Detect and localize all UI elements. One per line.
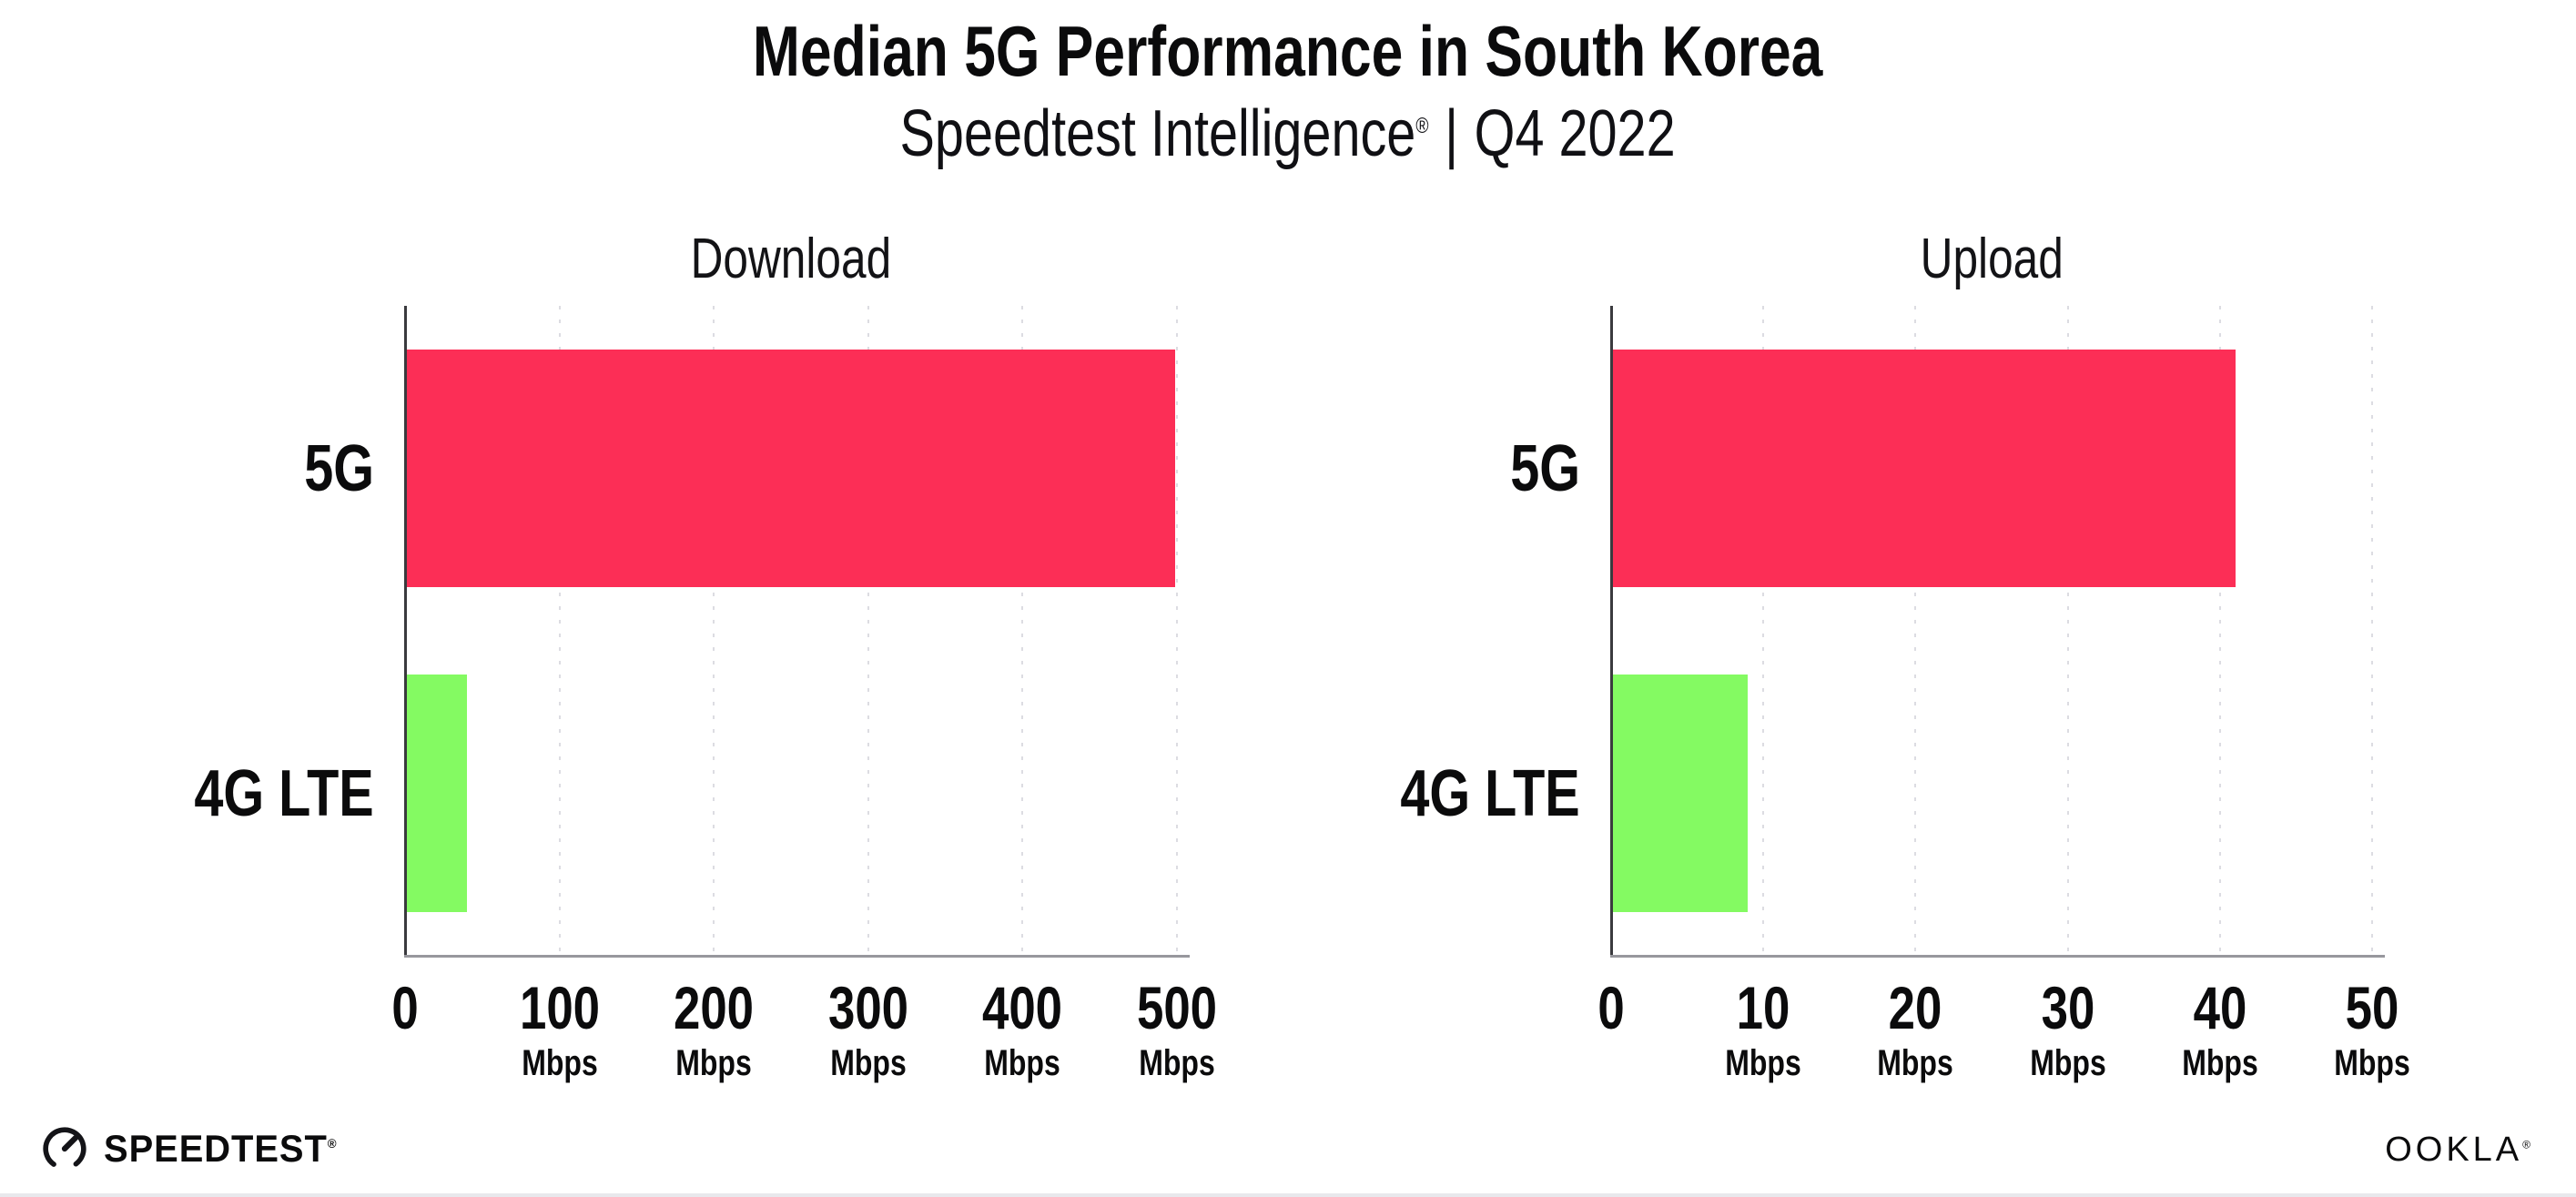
- x-tick-unit: Mbps: [2182, 1043, 2258, 1083]
- x-tick-0: 0: [389, 978, 422, 1038]
- gridline-300: [867, 306, 869, 956]
- category-label-4g-lte: 4G LTE: [194, 756, 374, 830]
- category-label-5g: 5G: [304, 431, 374, 505]
- x-tick-10: 10 Mbps: [1716, 978, 1810, 1083]
- x-tick-value: 300: [827, 974, 908, 1041]
- x-tick-value: 20: [1889, 974, 1942, 1041]
- gridline-10: [1762, 306, 1765, 956]
- x-tick-value: 400: [982, 974, 1063, 1041]
- ookla-trademark-icon: ®: [2522, 1138, 2534, 1151]
- page-subtitle: Speedtest Intelligence® | Q4 2022: [0, 96, 2576, 170]
- subtitle-brand: Speedtest Intelligence: [899, 96, 1416, 170]
- subtitle-separator: |: [1445, 96, 1459, 170]
- x-tick-unit: Mbps: [1877, 1043, 1954, 1083]
- bar-5g: [405, 349, 1176, 588]
- speedtest-wordmark: SPEEDTEST®: [104, 1127, 338, 1171]
- page-subtitle-text: Speedtest Intelligence® | Q4 2022: [899, 96, 1677, 170]
- ookla-logo: OOKLA®: [2385, 1131, 2534, 1170]
- bottom-divider: [0, 1193, 2576, 1197]
- download-x-axis-ticks: 0 100 Mbps 200 Mbps 300 Mbps 400 Mbps 500 Mbps: [391, 956, 1217, 1111]
- x-tick-value: 50: [2345, 974, 2399, 1041]
- bar-row-5g: [1611, 306, 2372, 631]
- gridline-20: [1914, 306, 1917, 956]
- x-tick-0: 0: [1595, 978, 1628, 1038]
- category-label-5g: 5G: [1510, 431, 1580, 505]
- x-tick-300: 300 Mbps: [818, 978, 918, 1083]
- upload-chart: Upload 5G 4G LTE 0 10 Mbps 20 Mbps 30 Mbps 40 Mbp…: [1400, 226, 2410, 1111]
- download-plot-area: [404, 306, 1190, 958]
- speedtest-label: SPEEDTEST: [104, 1127, 328, 1170]
- page-title-text: Median 5G Performance in South Korea: [753, 11, 1823, 91]
- page-header: Median 5G Performance in South Korea Spe…: [0, 11, 2576, 170]
- bar-row-4g-lte: [405, 631, 1177, 956]
- x-tick-value: 0: [391, 974, 419, 1041]
- bar-4g-lte: [1611, 674, 1749, 913]
- download-chart-title: Download: [690, 228, 892, 290]
- x-tick-unit: Mbps: [830, 1043, 907, 1083]
- gridline-30: [2066, 306, 2069, 956]
- x-tick-unit: Mbps: [2029, 1043, 2106, 1083]
- x-tick-20: 20 Mbps: [1868, 978, 1962, 1083]
- x-tick-unit: Mbps: [1725, 1043, 1801, 1083]
- x-tick-value: 200: [674, 974, 755, 1041]
- x-tick-unit: Mbps: [984, 1043, 1061, 1083]
- gridline-40: [2218, 306, 2221, 956]
- bar-5g: [1611, 349, 2236, 588]
- x-tick-value: 10: [1736, 974, 1790, 1041]
- gridline-200: [713, 306, 715, 956]
- bar-4g-lte: [405, 674, 467, 913]
- x-tick-value: 0: [1597, 974, 1625, 1041]
- gridline-50: [2371, 306, 2373, 956]
- x-tick-value: 40: [2193, 974, 2247, 1041]
- download-category-labels: 5G 4G LTE: [194, 306, 405, 956]
- x-tick-value: 30: [2041, 974, 2094, 1041]
- category-label-4g-lte: 4G LTE: [1400, 756, 1580, 830]
- x-tick-unit: Mbps: [675, 1043, 752, 1083]
- gridline-400: [1021, 306, 1024, 956]
- x-tick-unit: Mbps: [2334, 1043, 2410, 1083]
- download-chart: Download 5G 4G LTE 0 100 Mbps 200 Mbps 300 Mbps…: [194, 226, 1217, 1111]
- x-tick-400: 400 Mbps: [972, 978, 1072, 1083]
- x-tick-unit: Mbps: [1139, 1043, 1215, 1083]
- ookla-label: OOKLA: [2385, 1131, 2523, 1169]
- upload-plot-area: [1610, 306, 2385, 958]
- page-title: Median 5G Performance in South Korea: [0, 11, 2576, 91]
- upload-category-labels: 5G 4G LTE: [1400, 306, 1611, 956]
- registered-mark-icon: ®: [1415, 113, 1429, 138]
- bar-row-5g: [405, 306, 1177, 631]
- x-tick-100: 100 Mbps: [510, 978, 610, 1083]
- x-tick-500: 500 Mbps: [1127, 978, 1227, 1083]
- speedtest-trademark-icon: ®: [327, 1136, 338, 1151]
- speedtest-logo: SPEEDTEST®: [40, 1124, 350, 1173]
- x-tick-30: 30 Mbps: [2020, 978, 2115, 1083]
- gauge-icon: [43, 1127, 86, 1171]
- x-tick-50: 50 Mbps: [2325, 978, 2419, 1083]
- bar-row-4g-lte: [1611, 631, 2372, 956]
- gridline-500: [1176, 306, 1178, 956]
- gridline-100: [558, 306, 561, 956]
- x-tick-200: 200 Mbps: [664, 978, 764, 1083]
- x-tick-value: 100: [519, 974, 600, 1041]
- upload-x-axis-ticks: 0 10 Mbps 20 Mbps 30 Mbps 40 Mbps 50 Mbps: [1597, 956, 2409, 1111]
- upload-chart-title: Upload: [1920, 228, 2064, 290]
- x-tick-value: 500: [1136, 974, 1218, 1041]
- x-tick-40: 40 Mbps: [2173, 978, 2267, 1083]
- x-tick-unit: Mbps: [521, 1043, 598, 1083]
- subtitle-period: Q4 2022: [1475, 96, 1677, 170]
- ookla-wordmark: OOKLA®: [2385, 1131, 2534, 1170]
